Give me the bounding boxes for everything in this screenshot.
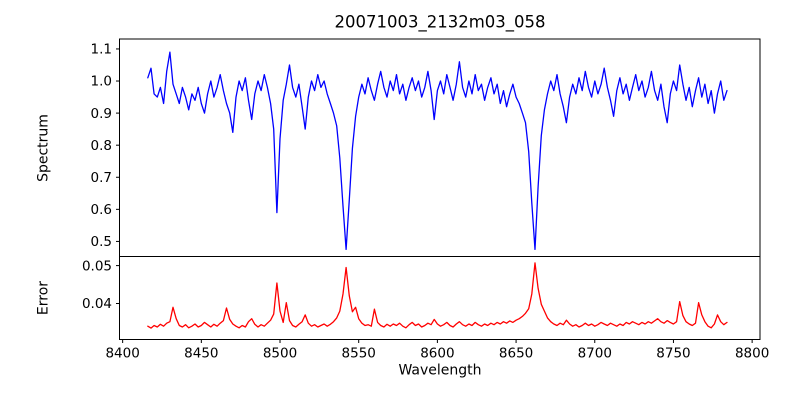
xaxis-ticks: 8400 8450 8500 8550 8600 8650 8700 8750 8800 — [105, 339, 769, 362]
x-tick-label: 8750 — [656, 346, 690, 362]
y-tick-label: 0.7 — [91, 170, 112, 186]
x-tick-label: 8800 — [735, 346, 769, 362]
y-tick-label: 0.9 — [91, 106, 112, 122]
spectrum-yaxis-label: Spectrum — [36, 114, 52, 182]
error-panel-border — [119, 256, 761, 340]
y-tick-label: 0.8 — [91, 138, 112, 154]
xaxis-label: Wavelength — [398, 363, 481, 379]
x-tick-label: 8650 — [499, 346, 533, 362]
error-line — [147, 262, 728, 329]
y-tick-label: 1.1 — [91, 42, 112, 58]
x-tick-label: 8550 — [342, 346, 376, 362]
error-series-group — [147, 262, 728, 329]
spectrum-yaxis-ticks: 0.5 0.6 0.7 0.8 0.9 1.0 1.1 — [91, 42, 120, 250]
y-tick-label: 0.05 — [82, 258, 112, 274]
x-tick-label: 8500 — [263, 346, 297, 362]
y-tick-label: 0.04 — [82, 296, 112, 312]
x-tick-label: 8700 — [578, 346, 612, 362]
y-tick-label: 0.6 — [91, 202, 112, 218]
y-tick-label: 0.5 — [91, 234, 112, 250]
x-tick-label: 8400 — [105, 346, 139, 362]
x-tick-label: 8600 — [420, 346, 454, 362]
error-yaxis-label: Error — [36, 281, 52, 315]
plot-title: 20071003_2132m03_058 — [334, 13, 545, 33]
y-tick-label: 1.0 — [91, 74, 112, 90]
x-tick-label: 8450 — [184, 346, 218, 362]
spectrum-line — [147, 51, 728, 251]
error-yaxis-ticks: 0.04 0.05 — [82, 258, 120, 312]
spectrum-series-group — [147, 51, 728, 251]
